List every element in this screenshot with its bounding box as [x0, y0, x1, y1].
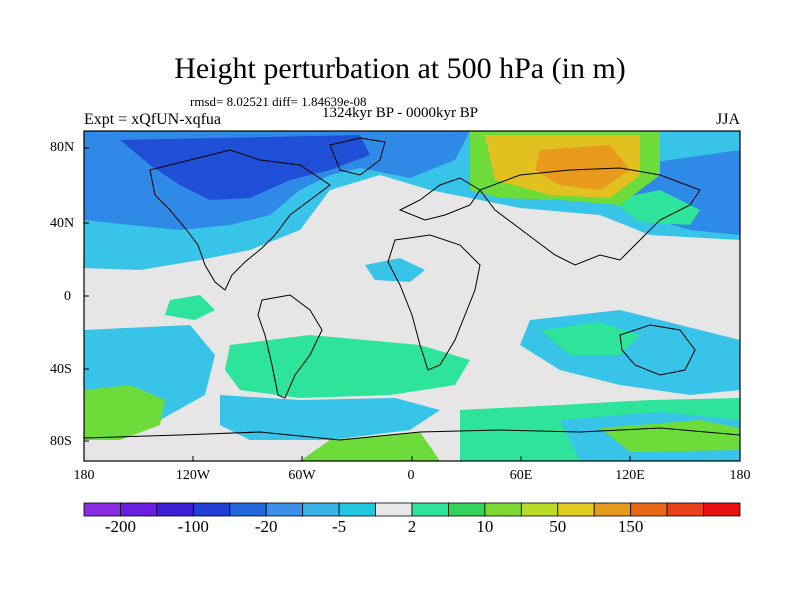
- sh-positive-east-inner: [600, 420, 740, 452]
- sh-positive-west: [84, 385, 165, 440]
- x-tick-label: 180: [729, 468, 751, 483]
- coastline-africa: [387, 234, 481, 371]
- y-tick-label: 0: [64, 289, 71, 304]
- y-tick-label: 80N: [50, 140, 75, 155]
- colorbar-label: -5: [332, 517, 347, 536]
- coastline-south-america: [257, 294, 323, 399]
- colorbar-swatch: [229, 502, 267, 517]
- eastpac-positive-patch: [165, 295, 215, 320]
- colorbar-swatch: [630, 502, 668, 517]
- colorbar-label: -100: [177, 517, 209, 536]
- y-tick-label: 40S: [50, 362, 72, 377]
- colorbar-label: 150: [617, 517, 644, 536]
- sh-negative-south-atlantic: [220, 395, 440, 440]
- colorbar-swatch: [484, 502, 522, 517]
- x-tick-label: 0: [407, 468, 415, 483]
- colorbar-swatch: [156, 502, 194, 517]
- stats-text: rmsd= 8.02521 diff= 1.84639e-08: [190, 94, 367, 109]
- coastline-greenland: [329, 137, 386, 176]
- coastline-north-america: [149, 149, 331, 291]
- colorbar-swatch: [666, 502, 704, 517]
- colorbar-swatch: [557, 502, 595, 517]
- colorbar-label: -20: [254, 517, 278, 536]
- colorbar-label: 10: [476, 517, 494, 536]
- x-tick-label: 60W: [288, 468, 316, 483]
- coastlines: [84, 137, 740, 441]
- colorbar-swatch: [83, 502, 121, 517]
- coastline-antarctica: [84, 427, 740, 441]
- pacific-positive: [610, 190, 700, 225]
- x-tick-label: 60E: [509, 468, 533, 483]
- colorbar-swatch: [448, 502, 486, 517]
- axis-ticks: [83, 147, 741, 461]
- colorbar-swatch: [520, 502, 559, 517]
- colorbar-swatch: [192, 502, 231, 517]
- sh-positive-south-atlantic: [225, 335, 470, 398]
- y-tick-label: 40N: [50, 216, 75, 231]
- colorbar-swatch: [375, 502, 413, 517]
- colorbar-swatch: [411, 502, 449, 517]
- colorbar-label: 50: [549, 517, 567, 536]
- x-tick-label: 180: [73, 468, 95, 483]
- sh-positive-southpole: [300, 432, 440, 461]
- colorbar-label: -200: [104, 517, 137, 536]
- chart-title: Height perturbation at 500 hPa (in m): [174, 52, 626, 85]
- coastline-australia: [619, 324, 696, 376]
- eurasia-peak: [535, 145, 630, 190]
- colorbar-swatch: [120, 502, 158, 517]
- atlantic-negative-patch: [365, 258, 425, 282]
- colorbar-swatch: [703, 502, 741, 517]
- colorbar-swatch: [265, 502, 304, 517]
- y-tick-label: 80S: [50, 434, 72, 449]
- nh-strong-negative: [120, 135, 370, 200]
- season-label: JJA: [716, 111, 741, 128]
- coastline-asia: [479, 167, 701, 266]
- colorbar-swatch: [338, 502, 376, 517]
- colorbar-label: 2: [407, 517, 417, 536]
- experiment-label: Expt = xQfUN-xqfua: [84, 111, 221, 128]
- period-subtitle: 1324kyr BP - 0000kyr BP: [322, 105, 479, 121]
- contour-field: [84, 131, 740, 461]
- x-tick-label: 120W: [175, 468, 211, 483]
- sh-positive-indian: [540, 322, 640, 355]
- colorbar-swatch: [593, 502, 632, 517]
- colorbar-swatch: [302, 502, 340, 517]
- colorbar: [83, 502, 741, 517]
- x-tick-label: 120E: [615, 468, 645, 483]
